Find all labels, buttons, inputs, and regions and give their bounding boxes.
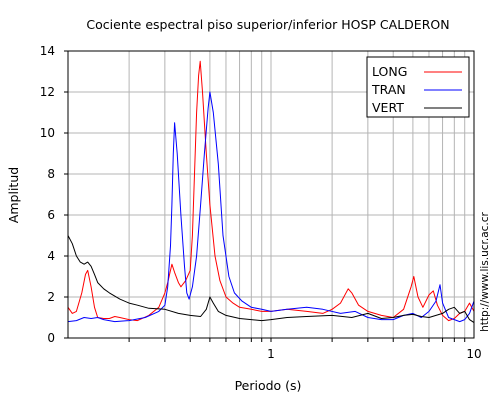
series-line-vert bbox=[67, 235, 475, 324]
y-tick-label: 4 bbox=[47, 249, 55, 263]
legend-label-tran: TRAN bbox=[371, 82, 406, 97]
series-layer bbox=[67, 60, 475, 324]
y-tick-label: 6 bbox=[47, 208, 55, 222]
y-tick-label: 12 bbox=[40, 85, 55, 99]
x-tick-label: 10 bbox=[466, 347, 481, 361]
y-tick-label: 14 bbox=[40, 44, 55, 58]
legend-label-vert: VERT bbox=[372, 100, 404, 115]
grid-layer bbox=[68, 51, 474, 338]
y-tick-label: 8 bbox=[47, 167, 55, 181]
x-axis-label: Periodo (s) bbox=[235, 378, 302, 393]
chart-title: Cociente espectral piso superior/inferio… bbox=[86, 17, 449, 32]
x-tick-label: 1 bbox=[267, 347, 275, 361]
y-axis-label: Amplitud bbox=[6, 167, 21, 223]
side-url-text: http://www.lis.ucr.ac.cr bbox=[479, 211, 491, 331]
legend-box bbox=[366, 56, 470, 118]
series-line-long bbox=[67, 60, 475, 322]
tick-layer: 0 2 4 6 8 10 12 14 1 10 bbox=[40, 44, 482, 361]
y-tick-label: 10 bbox=[40, 126, 55, 140]
y-tick-label: 0 bbox=[47, 331, 55, 345]
legend: LONG TRAN VERT bbox=[366, 56, 470, 118]
y-tick-label: 2 bbox=[47, 290, 55, 304]
legend-label-long: LONG bbox=[372, 64, 407, 79]
